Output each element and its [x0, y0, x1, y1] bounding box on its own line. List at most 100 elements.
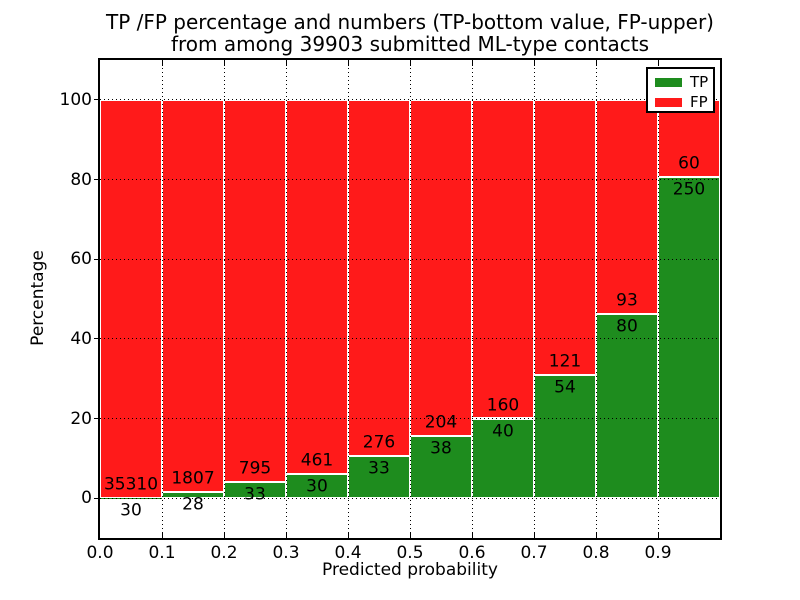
y-tick-label: 0 — [81, 488, 92, 509]
bar-segment-fp — [162, 99, 224, 493]
x-tick-mark — [471, 532, 473, 538]
x-tick-label: 0.5 — [396, 543, 424, 563]
bar-label-tp: 38 — [430, 438, 452, 459]
gridline-vertical — [471, 60, 473, 538]
gridline-vertical — [409, 60, 411, 538]
legend-item-tp: TP — [655, 74, 713, 91]
bar-label-fp: 1807 — [171, 468, 215, 489]
x-tick-label: 0.0 — [86, 543, 114, 563]
plot-area: 35310 30 1807 28 795 33 461 30 276 33 204 38 160 40 12… — [98, 58, 722, 540]
bar-segment-tp — [286, 473, 348, 499]
legend-item-fp: FP — [655, 94, 713, 111]
bar-segment-fp — [534, 99, 596, 376]
x-tick-mark — [595, 60, 597, 66]
bar-segment-fp — [100, 99, 162, 498]
x-tick-mark — [161, 60, 163, 66]
y-tick-label: 100 — [59, 89, 92, 110]
y-tick-label: 80 — [70, 169, 92, 190]
x-tick-mark — [595, 532, 597, 538]
bar-label-tp: 80 — [616, 316, 638, 337]
y-tick-mark — [94, 338, 99, 340]
x-tick-mark — [347, 532, 349, 538]
y-tick-mark — [94, 99, 99, 101]
gridline-vertical — [161, 60, 163, 538]
bar-segment-fp — [596, 99, 658, 314]
y-tick-mark — [94, 179, 99, 180]
x-tick-mark — [471, 60, 473, 66]
y-tick-mark — [94, 418, 99, 419]
x-tick-label: 0.8 — [582, 543, 610, 563]
bar-label-fp: 160 — [486, 395, 520, 415]
x-tick-mark — [533, 60, 535, 66]
y-tick-label: 40 — [70, 328, 92, 349]
bar-segment-tp — [596, 313, 658, 499]
bar-label-fp: 35310 — [103, 474, 159, 495]
bar-label-tp: 28 — [182, 494, 204, 515]
gridline-horizontal — [100, 179, 720, 180]
bar-label-tp: 54 — [554, 377, 576, 398]
x-tick-mark — [409, 532, 411, 538]
bar-label-fp: 93 — [616, 290, 638, 311]
y-tick-label: 60 — [70, 249, 92, 270]
bar-label-tp: 33 — [368, 458, 390, 479]
y-tick-mark — [94, 258, 99, 260]
x-tick-label: 0.4 — [334, 543, 362, 563]
x-tick-mark — [285, 532, 287, 538]
x-tick-mark — [161, 532, 163, 538]
gridline-vertical — [657, 60, 659, 538]
chart-title: TP /FP percentage and numbers (TP-bottom… — [98, 11, 722, 55]
gridline-horizontal — [100, 258, 720, 260]
bar-label-tp: 40 — [492, 421, 514, 441]
gridline-vertical — [533, 60, 535, 538]
legend-swatch-tp — [655, 78, 682, 87]
bar-label-fp: 276 — [362, 432, 396, 453]
gridline-vertical — [595, 60, 597, 538]
bar-segment-fp — [224, 99, 286, 483]
legend-label-tp: TP — [690, 73, 709, 91]
chart-title-line1: TP /FP percentage and numbers (TP-bottom… — [106, 10, 714, 34]
gridline-vertical — [223, 60, 225, 538]
legend-label-fp: FP — [690, 93, 708, 111]
bar-label-fp: 461 — [300, 450, 334, 471]
bar-label-tp: 33 — [244, 484, 266, 505]
x-tick-mark — [409, 60, 411, 66]
plot-inner: 35310 30 1807 28 795 33 461 30 276 33 204 38 160 40 12… — [100, 60, 720, 538]
legend: TP FP — [646, 67, 715, 113]
x-tick-label: 0.9 — [644, 543, 672, 563]
gridline-horizontal — [100, 99, 720, 101]
gridline-vertical — [347, 60, 349, 538]
bar-label-fp: 204 — [424, 412, 458, 433]
x-tick-mark — [285, 60, 287, 66]
x-tick-label: 0.7 — [520, 543, 548, 563]
bar-segment-tp — [658, 176, 720, 499]
x-tick-mark — [347, 60, 349, 66]
y-tick-mark — [94, 497, 99, 499]
x-tick-mark — [223, 532, 225, 538]
bar-label-fp: 795 — [238, 458, 272, 479]
y-tick-label: 20 — [70, 408, 92, 429]
legend-swatch-fp — [655, 98, 682, 107]
gridline-horizontal — [100, 338, 720, 340]
x-tick-label: 0.2 — [210, 543, 238, 563]
x-tick-label: 0.6 — [458, 543, 486, 563]
x-tick-mark — [657, 532, 659, 538]
x-tick-mark — [533, 532, 535, 538]
bar-label-fp: 121 — [548, 351, 582, 372]
gridline-horizontal — [100, 418, 720, 419]
x-tick-label: 0.1 — [148, 543, 176, 563]
x-tick-mark — [657, 60, 659, 66]
bar-segment-fp — [410, 99, 472, 436]
bar-label-tp: 30 — [306, 476, 328, 497]
bar-label-tp: 250 — [672, 179, 706, 200]
x-tick-mark — [223, 60, 225, 66]
bar-label-tp: 30 — [120, 500, 142, 521]
gridline-vertical — [285, 60, 287, 538]
bar-label-fp: 60 — [678, 153, 700, 174]
x-tick-label: 0.3 — [272, 543, 300, 563]
bar-segment-fp — [348, 99, 410, 456]
x-axis-label: Predicted probability — [322, 560, 498, 580]
bar-segment-tp — [534, 375, 596, 499]
chart-title-line2: from among 39903 submitted ML-type conta… — [170, 32, 650, 56]
gridline-horizontal — [100, 497, 720, 499]
